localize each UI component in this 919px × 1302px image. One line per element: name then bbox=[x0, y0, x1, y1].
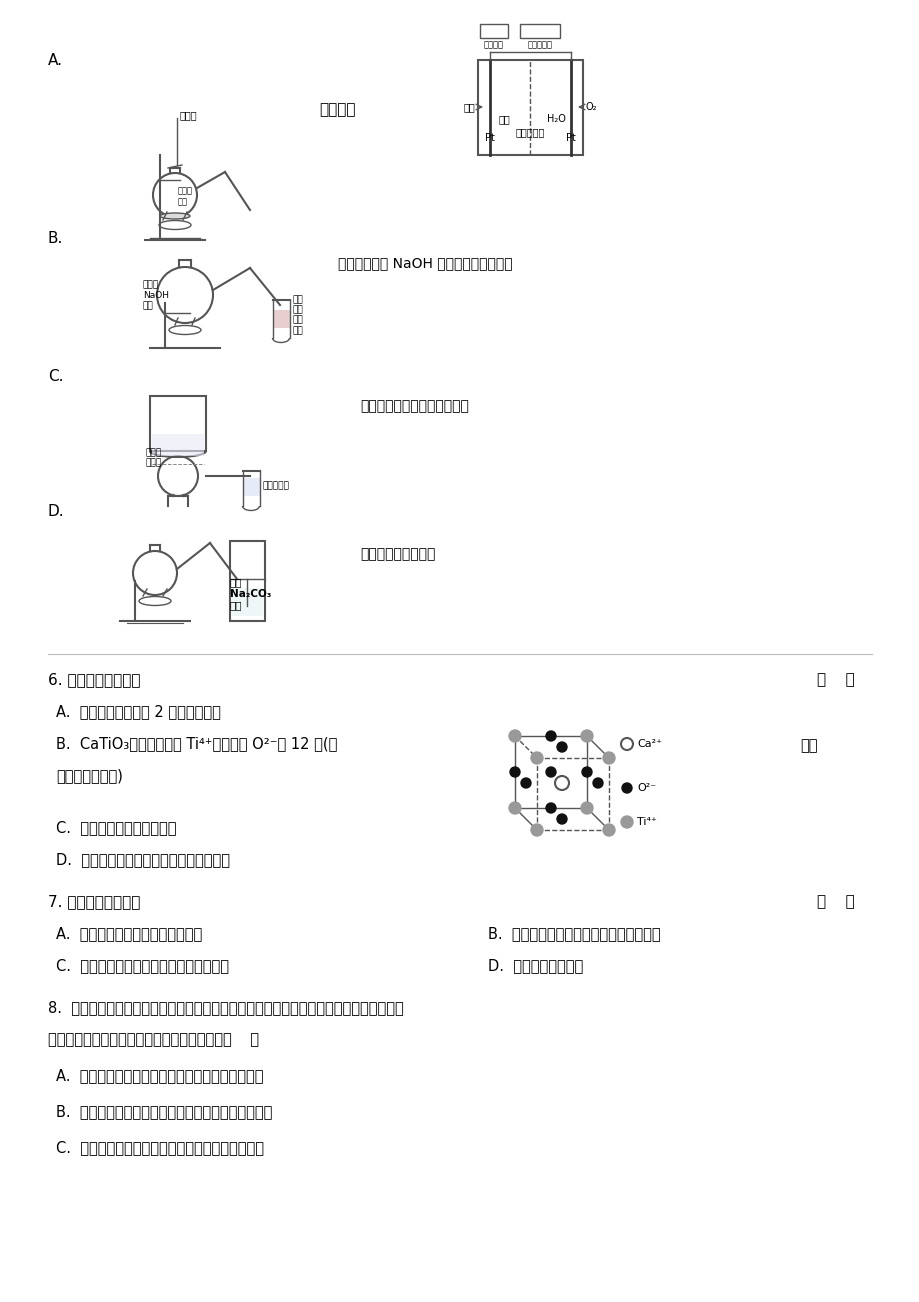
Text: C.: C. bbox=[48, 368, 63, 384]
Circle shape bbox=[508, 802, 520, 814]
Text: 适合进行现场酒精检测。下列说法不正确的是（    ）: 适合进行现场酒精检测。下列说法不正确的是（ ） bbox=[48, 1032, 259, 1047]
Bar bbox=[273, 310, 289, 328]
Text: 检验溴乙烷与 NaOH 醇溶液共热产生乙烯: 检验溴乙烷与 NaOH 醇溶液共热产生乙烯 bbox=[337, 256, 512, 270]
Text: 制备和收集乙酸乙酯: 制备和收集乙酸乙酯 bbox=[359, 547, 435, 561]
Text: O²⁻: O²⁻ bbox=[636, 783, 655, 793]
Text: D.  福尔马林是纯净物: D. 福尔马林是纯净物 bbox=[487, 958, 583, 973]
Text: 饱和
Na₂CO₃
溶液: 饱和 Na₂CO₃ 溶液 bbox=[230, 577, 271, 611]
Text: 溴乙烷
NaOH
乙醇: 溴乙烷 NaOH 乙醇 bbox=[142, 280, 169, 310]
Text: A.: A. bbox=[48, 53, 62, 68]
Text: A.  呼气进入的一极为正极，通入氧气的一极为负极: A. 呼气进入的一极为正极，通入氧气的一极为负极 bbox=[56, 1068, 263, 1083]
Text: C.  分子晶体中都存在共价键: C. 分子晶体中都存在共价键 bbox=[56, 820, 176, 835]
Circle shape bbox=[602, 753, 614, 764]
Bar bbox=[243, 478, 260, 496]
Bar bbox=[230, 542, 265, 621]
Circle shape bbox=[581, 802, 593, 814]
Text: B.: B. bbox=[48, 230, 63, 246]
Text: （    ）: （ ） bbox=[816, 672, 854, 687]
Text: 醋酸: 醋酸 bbox=[497, 115, 509, 124]
Text: B.  CaTiO₃晶体中与每个 Ti⁴⁺最邻近的 O²⁻有 12 个(如: B. CaTiO₃晶体中与每个 Ti⁴⁺最邻近的 O²⁻有 12 个(如 bbox=[56, 736, 337, 751]
Circle shape bbox=[530, 824, 542, 836]
Text: 苯酚钠溶液: 苯酚钠溶液 bbox=[263, 482, 289, 491]
Circle shape bbox=[545, 767, 555, 777]
Circle shape bbox=[509, 767, 519, 777]
Text: 微处理器: 微处理器 bbox=[483, 40, 504, 49]
Text: Ti⁴⁺: Ti⁴⁺ bbox=[636, 816, 656, 827]
Circle shape bbox=[602, 824, 614, 836]
Circle shape bbox=[520, 779, 530, 788]
Text: 图是: 图是 bbox=[800, 738, 817, 753]
Circle shape bbox=[545, 730, 555, 741]
Circle shape bbox=[554, 776, 568, 790]
Bar bbox=[519, 23, 560, 38]
Text: C.  电流由氧气所在的铂电极经外电路流向另一电极: C. 电流由氧气所在的铂电极经外电路流向另一电极 bbox=[56, 1141, 264, 1155]
Circle shape bbox=[593, 779, 602, 788]
Ellipse shape bbox=[160, 214, 190, 219]
Circle shape bbox=[556, 814, 566, 824]
Text: Pt: Pt bbox=[484, 133, 494, 143]
Text: 7. 下列说法错误的是: 7. 下列说法错误的是 bbox=[48, 894, 141, 909]
Circle shape bbox=[508, 730, 520, 742]
Text: 浓硫酸: 浓硫酸 bbox=[177, 186, 193, 195]
Text: 温度计: 温度计 bbox=[180, 109, 198, 120]
Text: B.  乙烯可以用作生产食品包装材料的原料: B. 乙烯可以用作生产食品包装材料的原料 bbox=[487, 926, 660, 941]
Text: 8.  下图所示是一种酸性燃料电池酒精检测仪，具有自动吹气流量侦测与控制的功能，非常: 8. 下图所示是一种酸性燃料电池酒精检测仪，具有自动吹气流量侦测与控制的功能，非… bbox=[48, 1000, 403, 1016]
Text: O₂: O₂ bbox=[585, 102, 596, 112]
Text: 呼气: 呼气 bbox=[463, 102, 474, 112]
Text: 其晶胞结构模型): 其晶胞结构模型) bbox=[56, 768, 123, 783]
Text: 6. 下列说法正确的是: 6. 下列说法正确的是 bbox=[48, 672, 141, 687]
Bar bbox=[232, 589, 263, 616]
Circle shape bbox=[556, 742, 566, 753]
Text: 液晶显示屏: 液晶显示屏 bbox=[527, 40, 552, 49]
Text: 验证酸性：盐酸＞碳酸＞苯酚: 验证酸性：盐酸＞碳酸＞苯酚 bbox=[359, 398, 469, 413]
Circle shape bbox=[621, 783, 631, 793]
Text: A.  基态钙原子核外有 2 个未成对电子: A. 基态钙原子核外有 2 个未成对电子 bbox=[56, 704, 221, 719]
Bar bbox=[150, 396, 206, 450]
Circle shape bbox=[620, 816, 632, 828]
Text: Ca²⁺: Ca²⁺ bbox=[636, 740, 662, 749]
Bar bbox=[480, 23, 507, 38]
Text: 浓盐酸
大理石: 浓盐酸 大理石 bbox=[146, 448, 162, 467]
Text: 高锰
酸钾
酸性
溶液: 高锰 酸钾 酸性 溶液 bbox=[292, 294, 303, 335]
Text: C.  乙醇室温下在水中的溶解度大于溴乙烷: C. 乙醇室温下在水中的溶解度大于溴乙烷 bbox=[56, 958, 229, 973]
Text: H₂O: H₂O bbox=[546, 115, 565, 124]
Text: 质子交换膜: 质子交换膜 bbox=[515, 128, 544, 137]
Text: 乙醇: 乙醇 bbox=[177, 198, 187, 207]
Bar bbox=[478, 60, 583, 155]
Text: B.  呼气中的酒精（乙醇）蒸气在检测中发生氧化反应: B. 呼气中的酒精（乙醇）蒸气在检测中发生氧化反应 bbox=[56, 1104, 272, 1118]
Text: 制取乙烯: 制取乙烯 bbox=[320, 103, 356, 117]
Circle shape bbox=[581, 730, 593, 742]
Bar bbox=[152, 434, 204, 456]
Text: Pt: Pt bbox=[565, 133, 575, 143]
Text: D.: D. bbox=[48, 504, 64, 519]
Text: A.  乙烷不能与浓盐酸发生取代反应: A. 乙烷不能与浓盐酸发生取代反应 bbox=[56, 926, 202, 941]
Circle shape bbox=[582, 767, 591, 777]
Text: （    ）: （ ） bbox=[816, 894, 854, 909]
Circle shape bbox=[545, 803, 555, 812]
Text: D.  金属晶体的熔点都比分子晶体的熔点高: D. 金属晶体的熔点都比分子晶体的熔点高 bbox=[56, 852, 230, 867]
Circle shape bbox=[620, 738, 632, 750]
Circle shape bbox=[530, 753, 542, 764]
